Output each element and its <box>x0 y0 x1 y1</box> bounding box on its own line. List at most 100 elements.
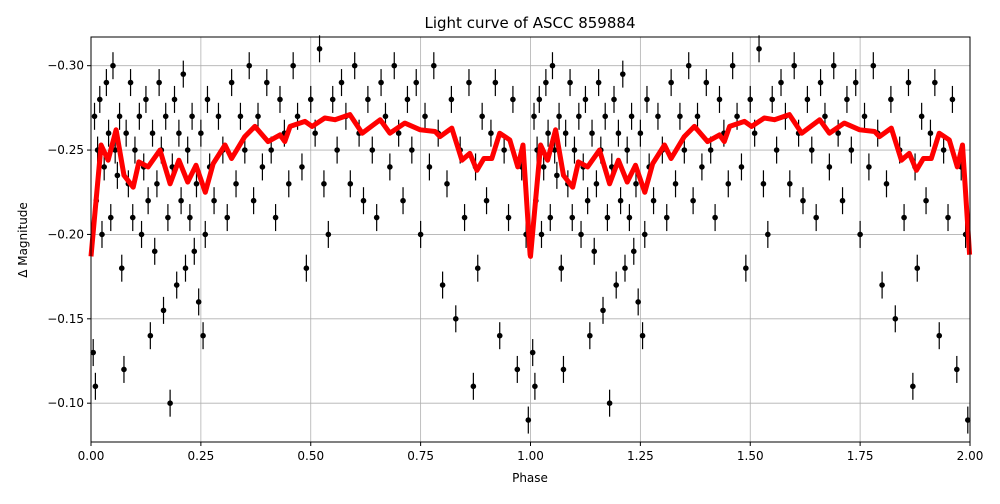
x-tick-label: 0.25 <box>188 449 215 463</box>
point-marker <box>127 79 134 86</box>
data-point <box>578 220 584 248</box>
point-marker <box>923 197 929 204</box>
data-point <box>965 406 971 434</box>
model-curve <box>88 112 973 259</box>
point-marker <box>149 130 156 136</box>
point-marker <box>639 332 646 339</box>
point-marker <box>835 130 841 136</box>
data-point <box>189 102 195 130</box>
data-point <box>694 102 701 130</box>
data-point <box>905 69 912 97</box>
point-marker <box>619 71 626 77</box>
data-point <box>765 220 771 248</box>
data-point <box>483 187 490 215</box>
point-marker <box>215 113 222 120</box>
data-point <box>299 153 305 181</box>
data-point <box>699 153 705 181</box>
point-marker <box>114 172 121 179</box>
data-point <box>316 35 323 63</box>
x-tick-label: 0.50 <box>297 449 324 463</box>
point-marker <box>602 113 609 120</box>
point-marker <box>510 96 516 103</box>
data-point <box>787 170 793 198</box>
data-point <box>147 322 154 350</box>
data-point <box>932 69 938 97</box>
data-point <box>703 69 710 97</box>
data-point <box>738 153 745 181</box>
data-point <box>655 102 661 130</box>
point-marker <box>228 79 235 86</box>
data-point <box>426 153 433 181</box>
point-marker <box>734 113 740 120</box>
point-marker <box>892 316 899 322</box>
point-marker <box>540 164 547 170</box>
data-point <box>879 271 885 299</box>
point-marker <box>712 214 718 221</box>
data-point <box>569 204 576 232</box>
data-point <box>136 102 143 130</box>
point-marker <box>637 130 644 136</box>
point-marker <box>404 96 411 103</box>
point-marker <box>138 231 145 238</box>
point-marker <box>448 96 455 103</box>
data-point <box>461 204 468 232</box>
data-point <box>277 85 283 113</box>
data-point <box>531 102 537 130</box>
point-marker <box>173 282 180 288</box>
point-marker <box>549 62 556 69</box>
point-marker <box>259 164 266 170</box>
point-marker <box>769 96 776 103</box>
data-point <box>127 69 134 97</box>
data-point <box>505 204 512 232</box>
data-point <box>835 119 841 147</box>
data-point <box>554 161 560 189</box>
data-point <box>391 52 398 80</box>
point-marker <box>844 96 850 103</box>
model-curve-group <box>88 112 973 259</box>
point-marker <box>600 307 606 314</box>
data-point <box>613 271 620 299</box>
point-marker <box>626 214 633 221</box>
data-point <box>132 136 138 164</box>
data-point <box>914 254 921 282</box>
point-marker <box>773 147 780 153</box>
point-marker <box>132 147 138 153</box>
point-marker <box>589 130 595 136</box>
data-point <box>334 136 340 164</box>
data-point <box>121 355 127 383</box>
point-marker <box>663 214 670 221</box>
data-point <box>211 187 217 215</box>
point-marker <box>729 62 736 69</box>
point-marker <box>551 147 558 153</box>
point-marker <box>703 79 710 86</box>
point-marker <box>483 197 490 204</box>
data-point <box>180 60 187 88</box>
data-point <box>96 85 103 113</box>
data-point <box>303 254 310 282</box>
x-axis-label: Phase <box>512 471 548 485</box>
data-point <box>501 136 507 164</box>
data-point <box>545 119 551 147</box>
y-tick-label: −0.15 <box>47 312 84 326</box>
data-point <box>547 204 554 232</box>
data-point <box>923 187 929 215</box>
point-marker <box>224 214 231 221</box>
data-point <box>888 85 894 113</box>
point-marker <box>187 214 193 221</box>
data-point <box>866 153 872 181</box>
y-tick-label: −0.30 <box>47 59 84 73</box>
data-point <box>413 69 420 97</box>
data-point <box>870 52 877 80</box>
data-point <box>760 170 767 198</box>
data-point <box>615 119 622 147</box>
point-marker <box>204 96 211 103</box>
x-tick-label: 1.75 <box>847 449 874 463</box>
point-marker <box>765 231 771 238</box>
point-marker <box>611 96 617 103</box>
point-marker <box>888 96 894 103</box>
y-axis-label: Δ Magnitude <box>16 202 30 278</box>
data-point <box>633 170 639 198</box>
point-marker <box>591 248 598 255</box>
point-marker <box>685 62 692 69</box>
point-marker <box>914 265 921 271</box>
